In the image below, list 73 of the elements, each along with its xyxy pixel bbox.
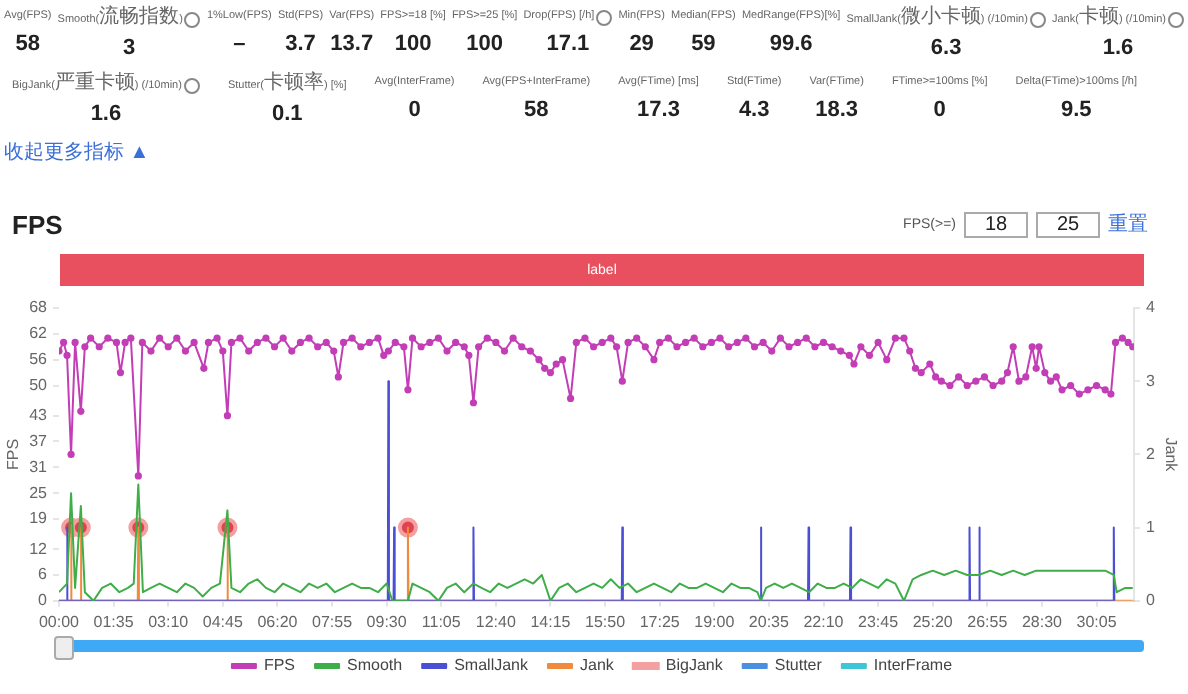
text: 6.3 bbox=[930, 36, 962, 60]
x-tick-label: 06:20 bbox=[257, 612, 299, 631]
x-tick-label: 26:55 bbox=[967, 612, 1009, 631]
x-tick-label: 12:40 bbox=[475, 612, 517, 631]
y-tick-label: 62 bbox=[29, 324, 49, 343]
text: 0.1 bbox=[271, 102, 303, 126]
y-tick-label: 12 bbox=[29, 539, 49, 558]
legend-label: FPS bbox=[263, 656, 296, 675]
chart-title: FPS bbox=[12, 210, 63, 240]
x-tick-label: 25:20 bbox=[912, 612, 954, 631]
text: 9.5 bbox=[1060, 98, 1092, 122]
y-tick-label: 37 bbox=[29, 431, 49, 450]
text: 100 bbox=[394, 32, 432, 56]
text: 17.3 bbox=[637, 98, 680, 122]
x-tick-label: 28:30 bbox=[1021, 612, 1064, 631]
text: 13.7 bbox=[330, 32, 374, 56]
legend-label: SmallJank bbox=[454, 656, 530, 675]
y2-tick-label: 0 bbox=[1145, 591, 1156, 610]
x-tick-label: 30:05 bbox=[1076, 612, 1118, 631]
y-tick-label: 25 bbox=[29, 483, 49, 502]
text: 0 bbox=[933, 98, 946, 122]
y-tick-label: 56 bbox=[29, 350, 49, 369]
text: 99.6 bbox=[769, 32, 813, 56]
text: 3 bbox=[123, 36, 136, 60]
x-tick-label: 09:30 bbox=[366, 612, 408, 631]
legend-label: Jank bbox=[579, 656, 616, 675]
x-tick-label: 07:55 bbox=[312, 612, 354, 631]
text: 1.6 bbox=[90, 102, 122, 126]
y2-axis-title: Jank bbox=[1161, 437, 1180, 474]
legend-label: BigJank bbox=[665, 656, 725, 675]
x-tick-label: 19:00 bbox=[694, 612, 736, 631]
legend-label: Stutter bbox=[774, 656, 823, 675]
text: 3.7 bbox=[285, 32, 316, 56]
x-tick-label: 20:35 bbox=[748, 612, 790, 631]
y-tick-label: 68 bbox=[29, 298, 49, 317]
y-tick-label: 6 bbox=[38, 565, 49, 584]
text: 58 bbox=[15, 32, 40, 56]
text: 重置 bbox=[1108, 211, 1148, 238]
y-tick-label: 43 bbox=[29, 406, 49, 425]
text: 17.1 bbox=[546, 32, 590, 56]
x-tick-label: 04:45 bbox=[202, 612, 244, 631]
y2-tick-label: 2 bbox=[1145, 444, 1156, 463]
y2-tick-label: 3 bbox=[1145, 371, 1156, 390]
text: 100 bbox=[466, 32, 503, 56]
legend-label: InterFrame bbox=[873, 656, 954, 675]
x-tick-label: 22:10 bbox=[803, 612, 845, 631]
text: 29 bbox=[629, 32, 654, 56]
x-tick-label: 23:45 bbox=[858, 612, 900, 631]
text: 0 bbox=[408, 98, 421, 122]
y-tick-label: 19 bbox=[29, 509, 49, 528]
text: – bbox=[233, 32, 246, 56]
y2-tick-label: 4 bbox=[1145, 298, 1156, 317]
y-tick-label: 0 bbox=[38, 591, 49, 610]
y2-tick-label: 1 bbox=[1145, 518, 1156, 537]
x-tick-label: 03:10 bbox=[148, 612, 190, 631]
text: 59 bbox=[691, 32, 716, 56]
text: 58 bbox=[524, 98, 549, 122]
x-tick-label: 11:05 bbox=[421, 612, 462, 631]
x-tick-label: 00:00 bbox=[38, 612, 81, 631]
y-tick-label: 50 bbox=[29, 375, 49, 394]
text-field: 18 bbox=[964, 211, 1028, 237]
x-tick-label: 17:25 bbox=[639, 612, 681, 631]
x-tick-label: 15:50 bbox=[585, 612, 627, 631]
text: 4.3 bbox=[738, 98, 770, 122]
text-field: 25 bbox=[1036, 211, 1100, 237]
y-axis-title: FPS bbox=[4, 438, 23, 470]
text: 1.6 bbox=[1102, 36, 1134, 60]
text: 18.3 bbox=[815, 98, 859, 122]
legend-label: Smooth bbox=[347, 656, 403, 675]
x-tick-label: 01:35 bbox=[93, 612, 135, 631]
x-tick-label: 14:15 bbox=[530, 612, 572, 631]
y-tick-label: 31 bbox=[29, 457, 49, 476]
text: 收起更多指标 ▲ bbox=[4, 139, 152, 166]
